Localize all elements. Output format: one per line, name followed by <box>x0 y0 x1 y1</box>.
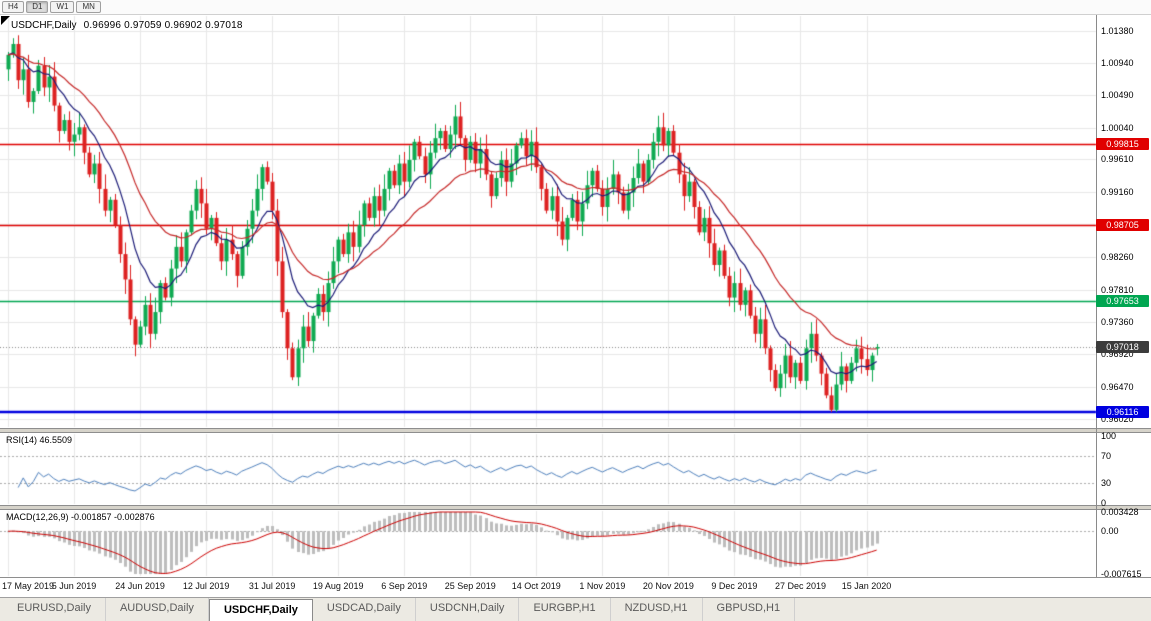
tab-usdcad-daily[interactable]: USDCAD,Daily <box>313 598 416 621</box>
chart-symbol-label: USDCHF,Daily <box>11 20 77 31</box>
time-tick-label: 27 Dec 2019 <box>774 581 826 591</box>
price-tick-label: 0.96020 <box>1101 414 1134 425</box>
rsi-tick-label: 0 <box>1101 498 1107 508</box>
tab-nzdusd-h1[interactable]: NZDUSD,H1 <box>611 598 703 621</box>
time-tick-label: 15 Jan 2020 <box>841 581 892 591</box>
time-tick-label: 25 Sep 2019 <box>444 581 496 591</box>
price-tick-label: 0.98260 <box>1101 252 1134 262</box>
time-tick-label: 9 Dec 2019 <box>711 581 758 591</box>
macd-tick-label: -0.007615 <box>1101 569 1142 579</box>
panel-separator-macd[interactable] <box>0 505 1151 510</box>
price-tick-label: 1.00940 <box>1101 57 1134 68</box>
price-level-badge: 0.96116 <box>1096 406 1149 419</box>
time-tick-label: 19 Aug 2019 <box>312 581 364 591</box>
price-level-badge: 0.97653 <box>1096 294 1149 307</box>
chart-corner-marker-icon <box>1 16 10 25</box>
tab-gbpusd-h1[interactable]: GBPUSD,H1 <box>703 598 796 621</box>
time-tick-label: 1 Nov 2019 <box>579 581 626 591</box>
chart-ohlc-values: 0.96996 0.97059 0.96902 0.97018 <box>83 20 243 31</box>
time-tick-label: 14 Oct 2019 <box>511 581 561 591</box>
tab-usdchf-daily[interactable]: USDCHF,Daily <box>208 599 313 621</box>
macd-tick-label: 0.00 <box>1101 526 1119 537</box>
time-tick-label: 6 Sep 2019 <box>381 581 428 591</box>
price-tick-label: 0.96920 <box>1101 349 1134 360</box>
price-tick-label: 1.01380 <box>1101 25 1134 36</box>
panel-separator-rsi[interactable] <box>0 428 1151 433</box>
macd-indicator-label: MACD(12,26,9) -0.001857 -0.002876 <box>6 512 155 522</box>
tab-eurusd-daily[interactable]: EURUSD,Daily <box>3 598 106 621</box>
rsi-tick-label: 100 <box>1101 431 1117 441</box>
price-tick-label: 0.96470 <box>1101 381 1134 392</box>
rsi-tick-label: 30 <box>1101 477 1112 488</box>
tab-audusd-daily[interactable]: AUDUSD,Daily <box>106 598 209 621</box>
tab-usdcnh-daily[interactable]: USDCNH,Daily <box>416 598 520 621</box>
price-tick-label: 0.99160 <box>1101 186 1134 197</box>
price-tick-label: 1.00040 <box>1101 123 1134 134</box>
time-axis[interactable]: 17 May 2019 5 Jun 2019 24 Jun 2019 12 Jul 2… <box>0 577 1151 597</box>
price-level-badge: 0.97018 <box>1096 340 1149 353</box>
tab-eurgbp-h1[interactable]: EURGBP,H1 <box>519 598 611 621</box>
time-tick-label: 31 Jul 2019 <box>248 581 296 591</box>
macd-tick-label: 0.003428 <box>1101 507 1139 517</box>
chart-title: USDCHF,Daily 0.96996 0.97059 0.96902 0.97… <box>11 20 243 31</box>
time-tick-label: 24 Jun 2019 <box>115 581 165 591</box>
rsi-indicator-label: RSI(14) 46.5509 <box>6 435 73 445</box>
rsi-tick-label: 70 <box>1101 451 1112 462</box>
time-tick-label: 12 Jul 2019 <box>182 581 230 591</box>
price-level-badge: 0.99815 <box>1096 138 1149 151</box>
price-level-badge: 0.98705 <box>1096 218 1149 231</box>
price-tick-label: 0.97360 <box>1101 317 1134 328</box>
time-tick-label: 5 Jun 2019 <box>51 581 97 591</box>
time-tick-label: 17 May 2019 <box>2 581 55 591</box>
price-tick-label: 0.99610 <box>1101 154 1134 165</box>
time-tick-label: 20 Nov 2019 <box>642 581 694 591</box>
price-tick-label: 1.00490 <box>1101 90 1134 101</box>
price-axis[interactable]: 1.01380 1.00940 1.00490 1.00040 0.99610 0.991… <box>1096 15 1151 579</box>
price-tick-label: 0.97810 <box>1101 284 1134 295</box>
chart-tab-bar: EURUSD,Daily AUDUSD,Daily USDCHF,Daily USDC… <box>0 597 1151 621</box>
